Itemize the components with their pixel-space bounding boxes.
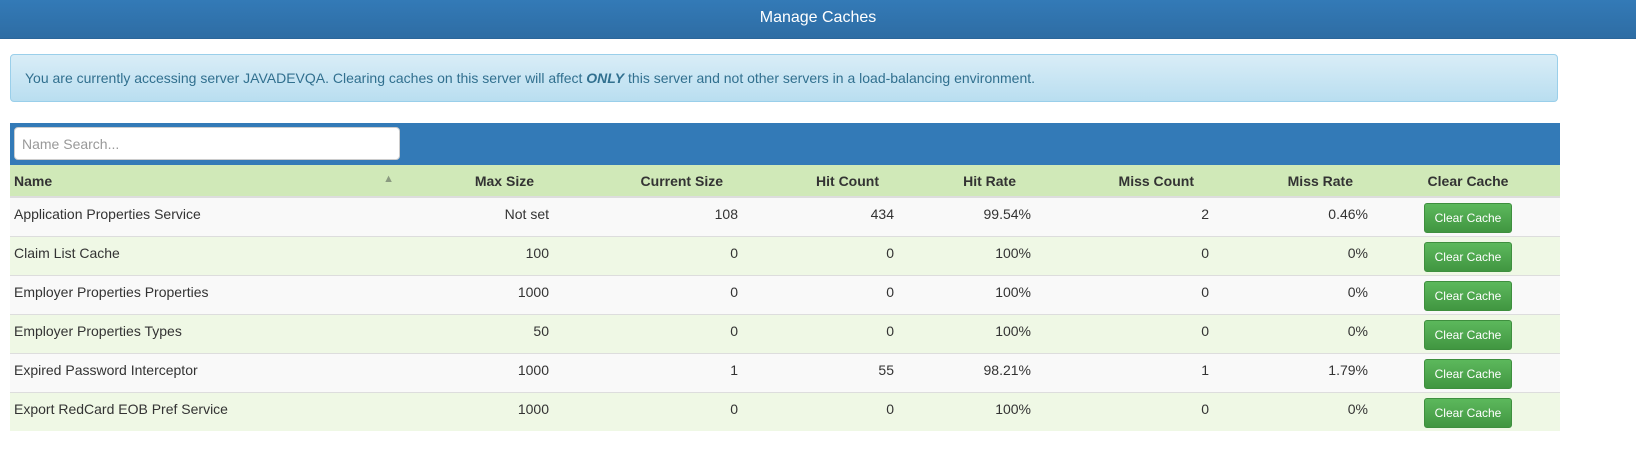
column-header-max-size[interactable]: Max Size bbox=[400, 165, 557, 198]
cell-max: 1000 bbox=[400, 352, 557, 392]
cell-action: Clear Cache bbox=[1376, 352, 1560, 392]
cell-max: Not set bbox=[400, 196, 557, 236]
clear-cache-button[interactable]: Clear Cache bbox=[1423, 241, 1513, 272]
clear-cache-button[interactable]: Clear Cache bbox=[1423, 280, 1513, 311]
cell-miss-rate: 0% bbox=[1217, 274, 1376, 314]
cell-hit-rate: 100% bbox=[902, 235, 1039, 275]
column-header-hit-rate[interactable]: Hit Rate bbox=[902, 165, 1039, 198]
clear-cache-button[interactable]: Clear Cache bbox=[1423, 397, 1513, 428]
table-row: Export RedCard EOB Pref Service 1000 0 0 100… bbox=[10, 391, 1560, 431]
cell-hit-rate: 100% bbox=[902, 391, 1039, 431]
page-title: Manage Caches bbox=[759, 9, 877, 26]
clear-cache-button[interactable]: Clear Cache bbox=[1423, 319, 1513, 350]
cell-hits: 0 bbox=[746, 274, 902, 314]
cell-misses: 1 bbox=[1039, 352, 1217, 392]
cell-misses: 0 bbox=[1039, 391, 1217, 431]
cell-max: 100 bbox=[400, 235, 557, 275]
cell-action: Clear Cache bbox=[1376, 313, 1560, 353]
cell-misses: 2 bbox=[1039, 196, 1217, 236]
cell-name: Employer Properties Properties bbox=[10, 274, 400, 314]
cell-hits: 55 bbox=[746, 352, 902, 392]
cell-current: 0 bbox=[557, 391, 746, 431]
cell-hits: 0 bbox=[746, 391, 902, 431]
cell-hits: 0 bbox=[746, 235, 902, 275]
column-header-hit-count[interactable]: Hit Count bbox=[746, 165, 902, 198]
column-header-miss-rate[interactable]: Miss Rate bbox=[1217, 165, 1376, 198]
cell-action: Clear Cache bbox=[1376, 274, 1560, 314]
cell-hit-rate: 100% bbox=[902, 274, 1039, 314]
column-header-name[interactable]: Name ▲ bbox=[10, 165, 400, 198]
cell-name: Export RedCard EOB Pref Service bbox=[10, 391, 400, 431]
caches-table: Name ▲ Max Size Current Size Hit Count Hi… bbox=[10, 165, 1560, 431]
cell-name: Application Properties Service bbox=[10, 196, 400, 236]
clear-cache-button[interactable]: Clear Cache bbox=[1423, 203, 1513, 233]
table-row: Claim List Cache 100 0 0 100% 0 0% Clear Cache bbox=[10, 235, 1560, 275]
cell-misses: 0 bbox=[1039, 274, 1217, 314]
table-row: Employer Properties Types 50 0 0 100% 0 0% Clea… bbox=[10, 313, 1560, 353]
cell-miss-rate: 0% bbox=[1217, 313, 1376, 353]
cell-miss-rate: 0% bbox=[1217, 391, 1376, 431]
cell-name: Employer Properties Types bbox=[10, 313, 400, 353]
table-row: Expired Password Interceptor 1000 1 55 98.21… bbox=[10, 352, 1560, 392]
cell-miss-rate: 0.46% bbox=[1217, 196, 1376, 236]
column-header-clear-cache: Clear Cache bbox=[1376, 165, 1560, 198]
cell-max: 1000 bbox=[400, 274, 557, 314]
cell-hit-rate: 98.21% bbox=[902, 352, 1039, 392]
cell-current: 0 bbox=[557, 313, 746, 353]
cell-misses: 0 bbox=[1039, 313, 1217, 353]
cell-miss-rate: 1.79% bbox=[1217, 352, 1376, 392]
cell-hit-rate: 99.54% bbox=[902, 196, 1039, 236]
table-row: Employer Properties Properties 1000 0 0 100%… bbox=[10, 274, 1560, 314]
cell-current: 1 bbox=[557, 352, 746, 392]
cell-name: Expired Password Interceptor bbox=[10, 352, 400, 392]
clear-cache-button[interactable]: Clear Cache bbox=[1423, 358, 1513, 389]
column-header-miss-count[interactable]: Miss Count bbox=[1039, 165, 1217, 198]
cell-current: 0 bbox=[557, 274, 746, 314]
cell-misses: 0 bbox=[1039, 235, 1217, 275]
cell-action: Clear Cache bbox=[1376, 391, 1560, 431]
column-header-current-size[interactable]: Current Size bbox=[557, 165, 746, 198]
page-header: Manage Caches bbox=[0, 0, 1636, 39]
cell-hits: 0 bbox=[746, 313, 902, 353]
cell-action: Clear Cache bbox=[1376, 196, 1560, 236]
cell-name: Claim List Cache bbox=[10, 235, 400, 275]
cell-hit-rate: 100% bbox=[902, 313, 1039, 353]
chevron-up-icon: ▲ bbox=[383, 173, 394, 185]
cell-max: 50 bbox=[400, 313, 557, 353]
cell-miss-rate: 0% bbox=[1217, 235, 1376, 275]
cell-current: 0 bbox=[557, 235, 746, 275]
name-search-input[interactable] bbox=[14, 127, 400, 160]
search-bar bbox=[10, 123, 1560, 165]
cell-action: Clear Cache bbox=[1376, 235, 1560, 275]
server-info-alert: You are currently accessing server JAVAD… bbox=[10, 54, 1558, 102]
cell-hits: 434 bbox=[746, 196, 902, 236]
cell-current: 108 bbox=[557, 196, 746, 236]
table-row: Application Properties Service Not set 108… bbox=[10, 196, 1560, 236]
cell-max: 1000 bbox=[400, 391, 557, 431]
